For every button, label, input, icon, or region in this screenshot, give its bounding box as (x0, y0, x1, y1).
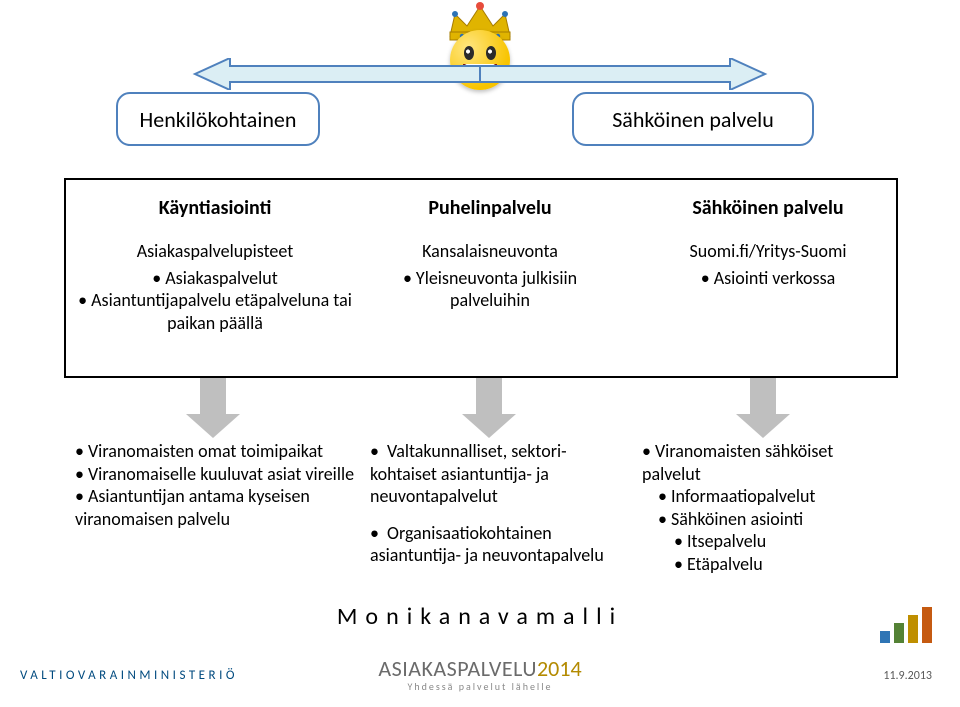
footer-ministry: VALTIOVARAINMINISTERIÖ (20, 668, 238, 683)
col-1-upper: Käyntiasiointi Asiakaspalvelupisteet Asi… (75, 196, 355, 334)
col-2-upper: Puhelinpalvelu Kansalaisneuvonta Yleisne… (370, 196, 610, 312)
col-3-lower: Viranomaisten sähköiset palvelutInformaa… (642, 436, 894, 575)
col-2-heading: Puhelinpalvelu (370, 196, 610, 220)
pill-personal-label: Henkilökohtainen (140, 106, 297, 133)
down-arrow-3 (736, 378, 790, 438)
logo-bar (908, 615, 918, 643)
list-item: Asiantuntijan antama kyseisen viranomais… (75, 485, 355, 530)
list-item: Organisaatiokohtainen asiantuntija- ja n… (370, 522, 610, 567)
down-arrow-1 (186, 378, 240, 438)
pill-electronic: Sähköinen palvelu (572, 92, 814, 146)
list-item: Viranomaisten omat toimipaikat (75, 440, 355, 463)
list-item: Etäpalvelu (642, 553, 894, 576)
list-item: Valtakunnalliset, sektori-kohtaiset asia… (370, 440, 610, 508)
logo-bar (894, 623, 904, 643)
col-2-bullets: Yleisneuvonta julkisiin palveluihin (370, 267, 610, 312)
logo-bars (880, 607, 932, 643)
diverge-arrows (75, 58, 885, 90)
pill-electronic-label: Sähköinen palvelu (612, 106, 774, 133)
col-3-lower-bullets: Viranomaisten sähköiset palvelutInformaa… (642, 440, 894, 575)
footer-tagline: Yhdessä palvelut lähelle (378, 680, 581, 693)
logo-bar (922, 607, 932, 643)
spacer (370, 508, 610, 522)
footer-brand-year: 2014 (537, 655, 582, 682)
col-3-bullets: Asiointi verkossa (642, 267, 894, 290)
col-2-lower: Valtakunnalliset, sektori-kohtaiset asia… (370, 436, 610, 567)
list-item: Informaatiopalvelut (642, 485, 894, 508)
list-item: Asiointi verkossa (642, 267, 894, 290)
col-3-upper: Sähköinen palvelu Suomi.fi/Yritys-Suomi … (642, 196, 894, 289)
list-item: Viranomaiselle kuuluvat asiat vireille (75, 463, 355, 486)
logo-bar (880, 631, 890, 643)
list-item: Yleisneuvonta julkisiin palveluihin (370, 267, 610, 312)
col-3-heading: Sähköinen palvelu (642, 196, 894, 220)
footer-center: ASIAKASPALVELU2014 Yhdessä palvelut lähe… (378, 655, 581, 693)
col-2-sub: Kansalaisneuvonta (370, 240, 610, 263)
list-item: Itsepalvelu (642, 530, 894, 553)
footer-brand-word: ASIAKASPALVELU (378, 655, 537, 682)
list-item: Sähköinen asiointi (642, 508, 894, 531)
pill-personal: Henkilökohtainen (116, 92, 320, 146)
model-title: Monikanavamalli (0, 602, 960, 631)
list-item: Asiakaspalvelut (75, 267, 355, 290)
col-1-bullets: AsiakaspalvelutAsiantuntijapalvelu etäpa… (75, 267, 355, 335)
footer-date: 11.9.2013 (883, 669, 932, 683)
list-item: Viranomaisten sähköiset palvelut (642, 440, 894, 485)
col-1-lower: Viranomaisten omat toimipaikatViranomais… (75, 436, 355, 530)
footer: VALTIOVARAINMINISTERIÖ ASIAKASPALVELU201… (0, 647, 960, 707)
col-2-lower-bullets: Valtakunnalliset, sektori-kohtaiset asia… (370, 440, 610, 567)
down-arrow-2 (462, 378, 516, 438)
list-item: Asiantuntijapalvelu etäpalveluna tai pai… (75, 289, 355, 334)
col-1-heading: Käyntiasiointi (75, 196, 355, 220)
col-3-sub: Suomi.fi/Yritys-Suomi (642, 240, 894, 263)
col-1-lower-bullets: Viranomaisten omat toimipaikatViranomais… (75, 440, 355, 530)
slide: Henkilökohtainen Sähköinen palvelu Käynt… (0, 0, 960, 707)
col-1-sub: Asiakaspalvelupisteet (75, 240, 355, 263)
